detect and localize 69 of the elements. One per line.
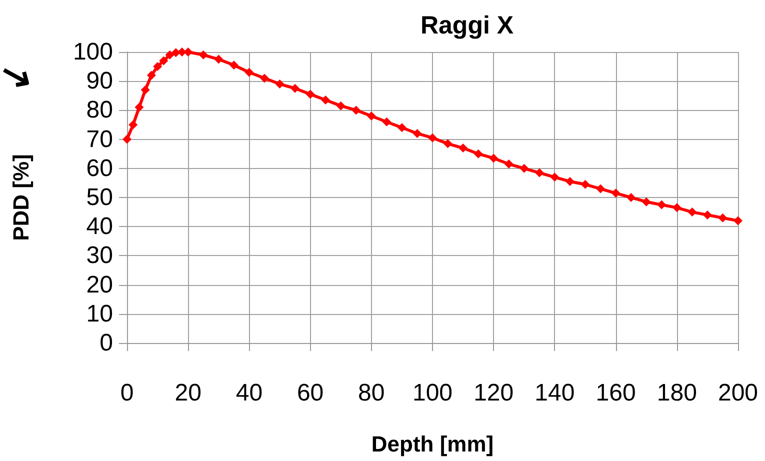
point bbox=[504, 160, 514, 169]
point bbox=[146, 70, 156, 80]
x-tick-label: 100 bbox=[412, 380, 453, 406]
y-tick-label: 70 bbox=[86, 126, 113, 153]
point bbox=[336, 101, 346, 110]
x-tick-label: 120 bbox=[474, 380, 514, 406]
point bbox=[260, 74, 269, 83]
y-tick-label: 10 bbox=[86, 300, 113, 328]
point bbox=[244, 68, 254, 77]
point bbox=[306, 90, 315, 99]
y-axis-title: PDD [%] bbox=[8, 154, 34, 241]
x-tick-label: 160 bbox=[596, 380, 636, 406]
x-tick-label: 140 bbox=[534, 380, 575, 406]
point bbox=[688, 208, 697, 217]
y-tick-label: 80 bbox=[86, 96, 113, 124]
point bbox=[128, 120, 138, 130]
y-tick-label: 60 bbox=[86, 154, 113, 182]
point bbox=[458, 144, 468, 153]
point bbox=[611, 188, 620, 198]
x-tick-label: 180 bbox=[656, 380, 697, 406]
point bbox=[352, 106, 361, 115]
point bbox=[134, 102, 144, 112]
y-tick-label: 40 bbox=[86, 213, 113, 240]
point bbox=[290, 84, 300, 93]
point bbox=[443, 139, 452, 148]
point bbox=[489, 154, 498, 163]
point bbox=[428, 133, 437, 142]
point bbox=[412, 128, 422, 138]
point bbox=[229, 60, 238, 70]
y-tick-label: 90 bbox=[86, 68, 113, 95]
x-axis-title: Depth [mm] bbox=[371, 432, 494, 456]
point bbox=[520, 164, 529, 173]
point bbox=[596, 184, 606, 194]
point bbox=[366, 112, 376, 121]
point bbox=[657, 200, 666, 210]
point bbox=[275, 80, 284, 89]
point bbox=[198, 50, 208, 60]
point bbox=[672, 203, 682, 212]
point bbox=[734, 216, 742, 226]
point bbox=[382, 117, 392, 126]
point bbox=[565, 176, 574, 186]
point bbox=[397, 123, 406, 132]
x-tick-label: 20 bbox=[174, 380, 202, 406]
point bbox=[580, 180, 590, 189]
point bbox=[122, 134, 132, 144]
point bbox=[702, 210, 712, 220]
y-tick-label: 50 bbox=[86, 184, 113, 211]
y-tick-label: 100 bbox=[72, 38, 113, 66]
point bbox=[159, 56, 168, 66]
point bbox=[214, 54, 224, 64]
y-tick-label: 0 bbox=[100, 330, 113, 356]
x-tick-label: 40 bbox=[236, 380, 263, 406]
point bbox=[165, 50, 174, 60]
point bbox=[534, 168, 544, 178]
y-tick-label: 20 bbox=[86, 271, 113, 298]
point bbox=[626, 193, 636, 202]
y-tick-label: 30 bbox=[86, 242, 113, 270]
point bbox=[642, 197, 651, 206]
x-tick-label: 200 bbox=[718, 380, 758, 406]
point bbox=[140, 85, 150, 94]
point bbox=[550, 172, 560, 182]
x-tick-label: 0 bbox=[120, 380, 134, 406]
point bbox=[321, 96, 330, 105]
point bbox=[718, 213, 728, 222]
x-tick-label: 60 bbox=[296, 380, 324, 406]
chart-title: Raggi X bbox=[420, 12, 514, 40]
point bbox=[153, 62, 162, 72]
x-tick-label: 80 bbox=[358, 380, 385, 406]
point bbox=[474, 149, 483, 158]
